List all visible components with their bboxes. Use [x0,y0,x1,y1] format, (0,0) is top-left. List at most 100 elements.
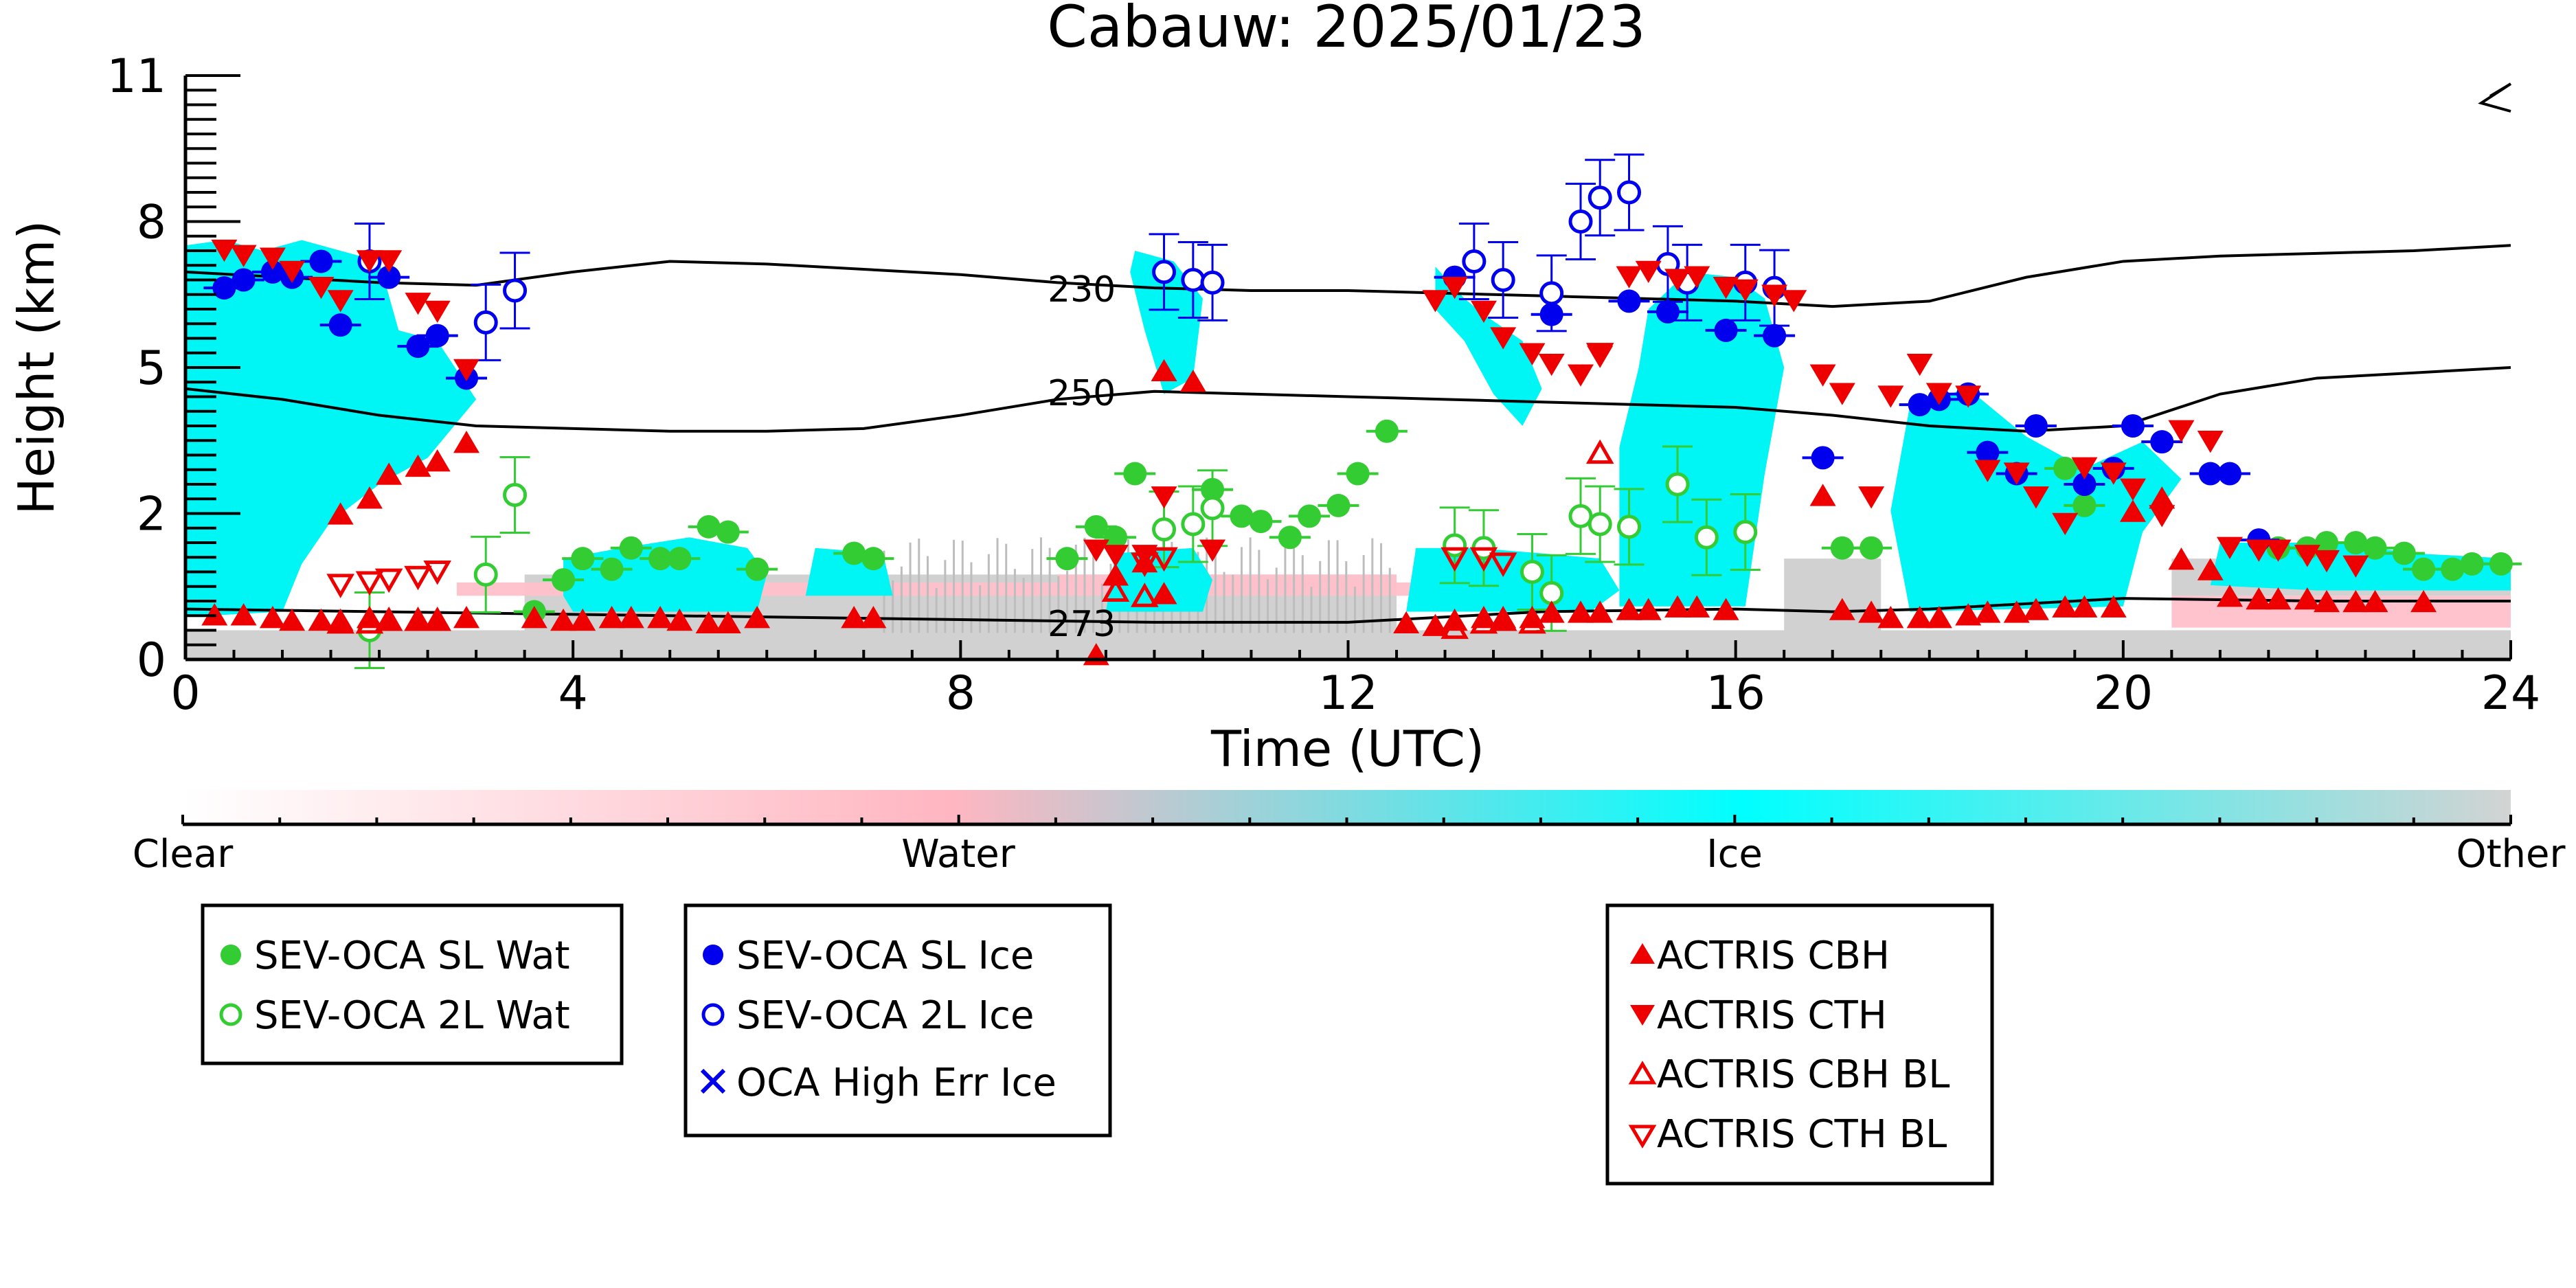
data-point [1538,353,1565,376]
data-point [2362,589,2388,613]
data-point [1151,582,1177,605]
data-point [1976,440,2000,464]
legend-label-cbh-bl: ACTRIS CBH BL [1657,1052,1950,1097]
data-point [2265,587,2292,610]
data-point [2489,552,2513,576]
x-tick-label: 20 [2094,666,2154,721]
mask-ice-7 [1619,271,1785,607]
data-point [1635,598,1662,620]
data-point [521,606,547,629]
mask-streak [1100,583,1103,633]
y-tick-label: 5 [137,341,166,396]
legend-marker-cth-bl [1628,1125,1657,1149]
mask-streak [1301,555,1304,633]
data-point [1375,419,1399,443]
data-point [2410,589,2437,613]
mask-streak [1353,586,1356,633]
legend-label-sl-ice: SEV-OCA SL Ice [736,934,1034,978]
mask-ice-6 [1435,267,1542,426]
mask-streak [996,538,999,633]
data-point [212,276,236,300]
data-point [600,557,624,581]
isotherm-250 [185,366,2511,433]
data-point [404,565,432,591]
data-point [1635,260,1662,284]
mask-streak [935,587,938,633]
data-point [308,608,335,631]
mask-streak [987,554,990,633]
data-point [1346,462,1370,486]
data-point [2342,589,2369,613]
legend-actris: ACTRIS CBH ACTRIS CTH ACTRIS CBH BL ACTR… [1605,903,1994,1186]
data-point [423,607,452,631]
data-point [356,486,383,509]
data-point [1568,210,1593,234]
y-tick-label: 8 [137,196,166,250]
data-point [2149,486,2176,509]
data-point [1733,520,1758,545]
data-point [425,324,449,348]
data-point [1152,517,1177,542]
legend-marker-sl-ice [703,945,723,965]
data-point [2197,431,2224,453]
data-point [2003,600,2030,623]
data-point [647,606,674,629]
mask-streak [1267,579,1269,633]
data-point [503,482,528,507]
mask-streak [1066,570,1069,633]
data-point [355,609,384,634]
mask-streak [1039,537,1042,633]
data-point [308,276,335,300]
isotherm-label-250: 250 [1048,373,1116,414]
mask-streak [1258,550,1261,633]
data-point [1103,545,1129,567]
x-tick-label: 12 [1318,666,1378,721]
mask-streak [1031,549,1034,633]
data-point [1665,472,1690,497]
mask-streak [926,556,929,633]
data-point [376,250,403,273]
mask-streak [1013,569,1016,633]
isotherm-273 [185,597,2511,624]
data-point [1955,603,1982,626]
data-point [356,250,383,273]
data-point [598,606,625,629]
data-point [1422,290,1449,313]
mask-streak [1319,561,1322,633]
data-point [453,606,480,629]
data-point [2100,595,2127,618]
x-tick-label: 8 [946,666,975,721]
data-point [1587,600,1614,623]
data-point [2314,550,2340,573]
mask-streak [1327,540,1330,633]
data-point [2216,536,2243,559]
legend-marker-sl-wat [221,945,241,965]
series-sev-oca-2l-ice [354,153,1790,361]
y-tick-label: 0 [137,633,166,688]
mask-streak [1380,543,1383,633]
data-point [1519,343,1546,365]
data-point [861,547,885,571]
mask-streak [1048,547,1051,633]
data-point [1200,270,1225,295]
colorbar-label-ice: Ice [1706,832,1763,877]
legend-box-water [201,903,624,1065]
data-point [1656,300,1680,324]
series-actris-cbh-bl [326,439,1614,640]
data-point [1714,318,1738,342]
isotherm-230 [185,244,2511,308]
data-point [2119,478,2146,501]
data-point [1925,383,1952,405]
data-point [1974,460,2001,482]
data-point [453,431,480,453]
data-point [1131,552,1159,577]
data-point [1491,268,1515,292]
colorbar-label-clear: Clear [133,832,234,877]
data-point [2412,557,2436,581]
data-point [1684,266,1710,289]
data-point [424,300,451,324]
data-point [2363,536,2387,560]
data-point [1829,383,1855,405]
data-point [571,547,595,571]
mask-streak [1240,547,1243,633]
